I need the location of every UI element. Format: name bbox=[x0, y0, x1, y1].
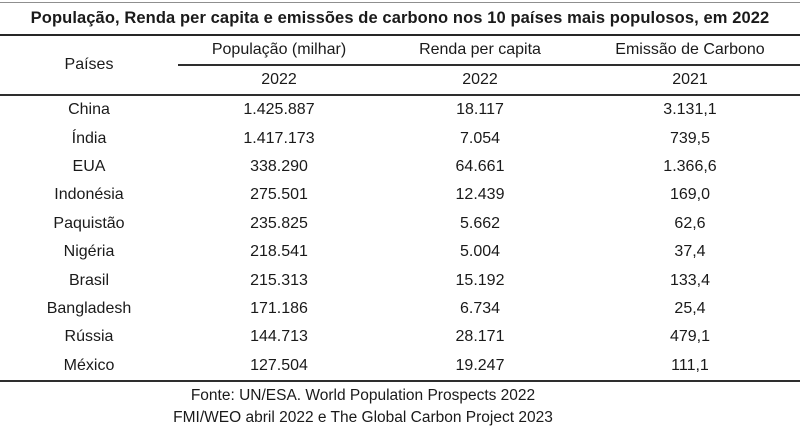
table-row: Paquistão 235.825 5.662 62,6 bbox=[0, 210, 800, 238]
income-cell: 15.192 bbox=[455, 271, 505, 289]
country-cell: Paquistão bbox=[53, 214, 125, 232]
population-cell: 235.825 bbox=[250, 214, 308, 232]
year-header-renda: 2022 bbox=[380, 65, 580, 96]
year-header-populacao: 2022 bbox=[178, 65, 380, 96]
income-cell: 5.662 bbox=[459, 214, 501, 232]
year-header-row: 2022 2022 2021 bbox=[0, 65, 800, 96]
table-row: Bangladesh 171.186 6.734 25,4 bbox=[0, 295, 800, 323]
emissions-cell: 133,4 bbox=[669, 271, 711, 289]
year-header-emissao: 2021 bbox=[580, 65, 800, 96]
emissions-cell: 62,6 bbox=[674, 214, 706, 232]
emissions-cell: 479,1 bbox=[669, 328, 711, 346]
population-cell: 338.290 bbox=[250, 157, 308, 175]
emissions-cell: 3.131,1 bbox=[663, 101, 717, 119]
income-cell: 5.004 bbox=[459, 243, 501, 261]
country-cell: Rússia bbox=[64, 328, 114, 346]
group-header-row: Países População (milhar) Renda per capi… bbox=[0, 36, 800, 96]
country-cell: Índia bbox=[71, 129, 107, 147]
table-row: Índia 1.417.173 7.054 739,5 bbox=[0, 124, 800, 152]
country-cell: Bangladesh bbox=[46, 299, 132, 317]
top-rule bbox=[0, 2, 800, 3]
income-cell: 64.661 bbox=[455, 157, 505, 175]
table-row: Brasil 215.313 15.192 133,4 bbox=[0, 266, 800, 294]
source-footer: Fonte: UN/ESA. World Population Prospect… bbox=[0, 382, 726, 429]
table-row: Rússia 144.713 28.171 479,1 bbox=[0, 323, 800, 351]
source-line-1: Fonte: UN/ESA. World Population Prospect… bbox=[190, 386, 536, 404]
population-cell: 1.417.173 bbox=[243, 129, 315, 147]
col-header-paises: Países bbox=[0, 36, 178, 96]
country-cell: China bbox=[68, 101, 110, 119]
population-cell: 275.501 bbox=[250, 186, 308, 204]
income-cell: 19.247 bbox=[380, 351, 580, 382]
population-cell: 1.425.887 bbox=[243, 101, 315, 119]
col-header-emissao: Emissão de Carbono bbox=[580, 36, 800, 66]
emissions-cell: 739,5 bbox=[669, 129, 711, 147]
income-cell: 18.117 bbox=[456, 101, 504, 119]
table-row: China 1.425.887 18.117 3.131,1 bbox=[0, 95, 800, 124]
table-row: EUA 338.290 64.661 1.366,6 bbox=[0, 153, 800, 181]
emissions-cell: 37,4 bbox=[674, 243, 706, 261]
country-cell: Nigéria bbox=[63, 243, 115, 261]
emissions-cell: 169,0 bbox=[669, 186, 711, 204]
data-table: Países População (milhar) Renda per capi… bbox=[0, 36, 800, 382]
col-header-renda: Renda per capita bbox=[380, 36, 580, 66]
table-title: População, Renda per capita e emissões d… bbox=[0, 3, 800, 36]
table-row: Indonésia 275.501 12.439 169,0 bbox=[0, 181, 800, 209]
income-cell: 28.171 bbox=[455, 328, 505, 346]
population-cell: 127.504 bbox=[178, 351, 380, 382]
emissions-cell: 1.366,6 bbox=[663, 157, 717, 175]
emissions-cell: 111,1 bbox=[580, 351, 800, 382]
income-cell: 12.439 bbox=[455, 186, 505, 204]
country-cell: Indonésia bbox=[54, 186, 124, 204]
population-cell: 218.541 bbox=[250, 243, 308, 261]
population-cell: 171.186 bbox=[250, 299, 308, 317]
table-row: México 127.504 19.247 111,1 bbox=[0, 351, 800, 382]
income-cell: 6.734 bbox=[459, 299, 501, 317]
country-cell: Brasil bbox=[68, 271, 109, 289]
table-row: Nigéria 218.541 5.004 37,4 bbox=[0, 238, 800, 266]
emissions-cell: 25,4 bbox=[674, 299, 706, 317]
income-cell: 7.054 bbox=[459, 129, 501, 147]
source-line-2: FMI/WEO abril 2022 e The Global Carbon P… bbox=[173, 408, 553, 426]
population-cell: 144.713 bbox=[250, 328, 308, 346]
table-header: Países População (milhar) Renda per capi… bbox=[0, 36, 800, 96]
country-cell: EUA bbox=[72, 157, 106, 175]
table-body: China 1.425.887 18.117 3.131,1 Índia 1.417.17… bbox=[0, 95, 800, 382]
col-header-populacao: População (milhar) bbox=[178, 36, 380, 66]
country-cell: México bbox=[0, 351, 178, 382]
population-cell: 215.313 bbox=[250, 271, 308, 289]
